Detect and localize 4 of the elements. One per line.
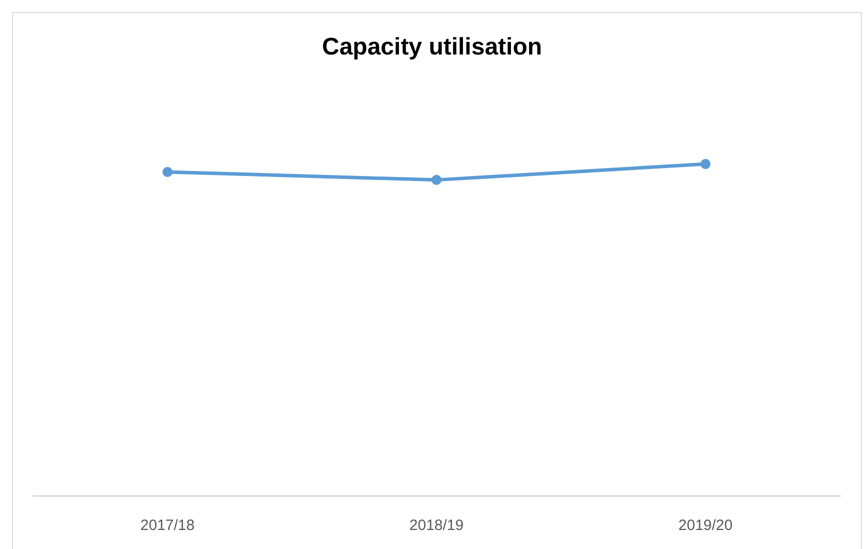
chart-title: Capacity utilisation bbox=[322, 34, 542, 60]
x-tick-label: 2019/20 bbox=[678, 517, 733, 534]
x-tick-label: 2018/19 bbox=[409, 517, 464, 534]
x-tick-label: 2017/18 bbox=[140, 517, 195, 534]
